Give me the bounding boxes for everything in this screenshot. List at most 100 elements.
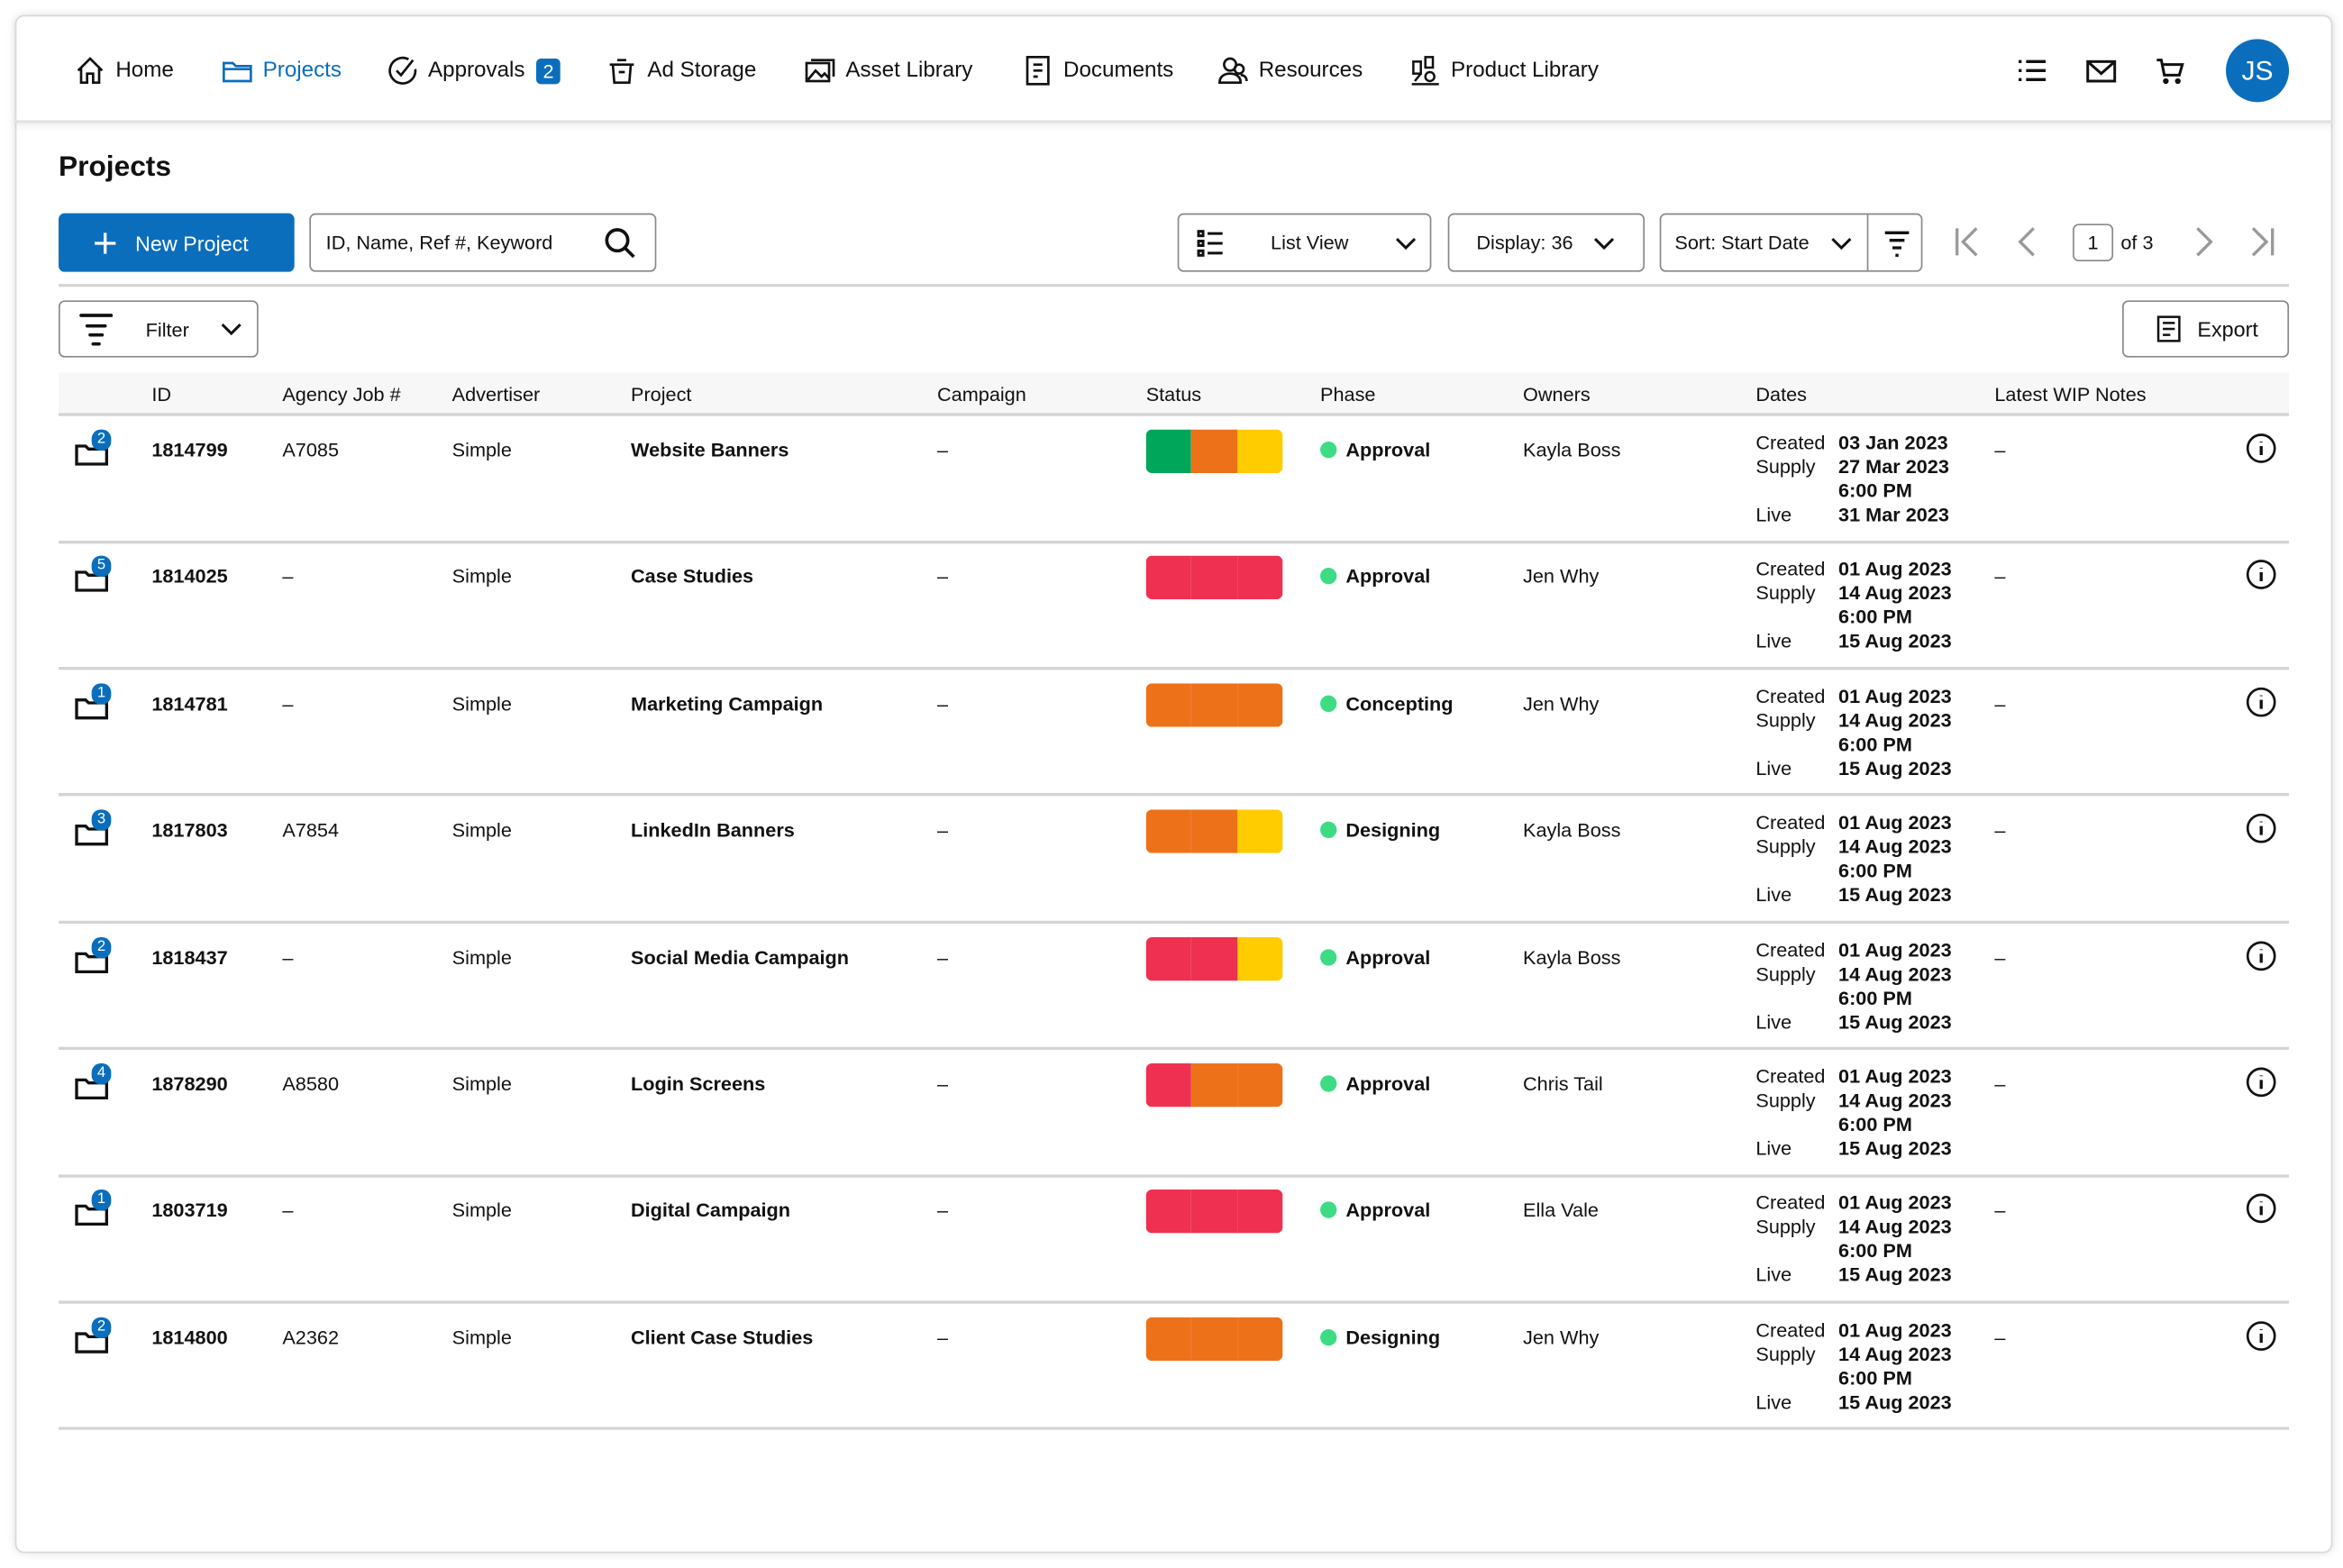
col-phase[interactable]: Phase <box>1320 383 1376 406</box>
phase: Approval <box>1320 1199 1430 1222</box>
export-button[interactable]: Export <box>2122 300 2290 358</box>
project-name[interactable]: Marketing Campaign <box>631 692 824 716</box>
list-icon[interactable] <box>2017 56 2047 86</box>
nav-product-library[interactable]: Product Library <box>1410 54 1599 87</box>
project-id[interactable]: 1878290 <box>151 1072 228 1096</box>
project-id[interactable]: 1814799 <box>151 438 228 461</box>
col-dates[interactable]: Dates <box>1755 383 1807 406</box>
search-icon[interactable] <box>604 226 637 260</box>
info-icon[interactable] <box>2246 1066 2277 1098</box>
table-row[interactable]: 1 1803719 – Simple Digital Campaign – Ap… <box>59 1177 2290 1304</box>
date-label: Live <box>1755 629 1792 652</box>
first-page-icon[interactable] <box>1953 225 1983 259</box>
project-id[interactable]: 1814025 <box>151 565 228 588</box>
info-icon[interactable] <box>2246 813 2277 844</box>
table-row[interactable]: 2 1814800 A2362 Simple Client Case Studi… <box>59 1303 2290 1431</box>
phase-dot <box>1320 948 1337 966</box>
date-label: Live <box>1755 756 1792 779</box>
wip-notes: – <box>1994 945 2006 969</box>
project-name[interactable]: Social Media Campaign <box>631 945 850 969</box>
date-label: Live <box>1755 1263 1792 1287</box>
agency-job: – <box>282 945 294 969</box>
campaign: – <box>937 1326 949 1349</box>
advertiser: Simple <box>451 945 512 969</box>
nav-home[interactable]: Home <box>75 54 174 87</box>
project-name[interactable]: Website Banners <box>631 438 789 461</box>
folder-icon[interactable] <box>74 561 113 597</box>
table-row[interactable]: 1 1814781 – Simple Marketing Campaign – … <box>59 670 2290 797</box>
table-row[interactable]: 5 1814025 – Simple Case Studies – Approv… <box>59 542 2290 670</box>
phase-dot <box>1320 568 1337 585</box>
display-select[interactable]: Display: 36 <box>1447 213 1646 272</box>
project-id[interactable]: 1814800 <box>151 1326 228 1349</box>
project-id[interactable]: 1803719 <box>151 1199 228 1222</box>
nav-documents[interactable]: Documents <box>1023 54 1173 87</box>
info-icon[interactable] <box>2246 1193 2277 1225</box>
nav-projects[interactable]: Projects <box>223 54 342 87</box>
project-name[interactable]: LinkedIn Banners <box>631 818 795 842</box>
col-advertiser[interactable]: Advertiser <box>451 383 541 406</box>
mail-icon[interactable] <box>2086 56 2117 86</box>
table-row[interactable]: 4 1878290 A8580 Simple Login Screens – A… <box>59 1050 2290 1177</box>
prev-page-icon[interactable] <box>2012 225 2042 259</box>
col-id[interactable]: ID <box>151 383 172 406</box>
nav-resources[interactable]: Resources <box>1218 54 1363 87</box>
sort-select[interactable]: Sort: Start Date <box>1659 213 1923 272</box>
project-id[interactable]: 1817803 <box>151 818 228 842</box>
next-page-icon[interactable] <box>2188 225 2218 259</box>
info-icon[interactable] <box>2246 560 2277 591</box>
wip-notes: – <box>1994 818 2006 842</box>
campaign: – <box>937 565 949 588</box>
col-latest-wip-notes[interactable]: Latest WIP Notes <box>1994 383 2147 406</box>
new-project-button[interactable]: New Project <box>59 213 295 272</box>
supply-time: 6:00 PM <box>1838 1239 1912 1263</box>
project-id[interactable]: 1818437 <box>151 945 228 969</box>
nav-approvals[interactable]: Approvals 2 <box>387 54 561 87</box>
info-icon[interactable] <box>2246 940 2277 971</box>
agency-job: A7085 <box>282 438 339 461</box>
project-name[interactable]: Digital Campaign <box>631 1199 790 1222</box>
col-campaign[interactable]: Campaign <box>937 383 1026 406</box>
project-name[interactable]: Client Case Studies <box>631 1326 814 1349</box>
project-name[interactable]: Login Screens <box>631 1072 766 1096</box>
col-owners[interactable]: Owners <box>1523 383 1591 406</box>
search-input[interactable]: ID, Name, Ref #, Keyword <box>309 213 657 272</box>
status-segment <box>1191 683 1237 727</box>
date-label: Live <box>1755 1390 1792 1414</box>
project-id[interactable]: 1814781 <box>151 692 228 716</box>
check-circle-icon <box>388 56 417 85</box>
last-page-icon[interactable] <box>2247 225 2276 259</box>
live-date: 15 Aug 2023 <box>1838 756 1952 779</box>
info-icon[interactable] <box>2246 1320 2277 1352</box>
list-view-icon <box>1197 229 1223 257</box>
view-select[interactable]: List View <box>1177 213 1432 272</box>
folder-icon[interactable] <box>74 1195 113 1231</box>
owner: Jen Why <box>1523 1326 1600 1349</box>
sort-order-icon[interactable] <box>1883 229 1910 257</box>
phase-dot <box>1320 1328 1337 1346</box>
info-icon[interactable] <box>2246 433 2277 464</box>
chevron-down-icon <box>1395 237 1417 250</box>
page-number-input[interactable]: 1 <box>2073 223 2114 262</box>
col-agency-job[interactable]: Agency Job # <box>282 383 401 406</box>
col-status[interactable]: Status <box>1145 383 1202 406</box>
nav-asset-library[interactable]: Asset Library <box>805 54 972 87</box>
table-row[interactable]: 3 1817803 A7854 Simple LinkedIn Banners … <box>59 797 2290 924</box>
cart-icon[interactable] <box>2156 56 2185 86</box>
phase-label: Approval <box>1345 1199 1431 1222</box>
status-segment <box>1191 1317 1237 1361</box>
project-name[interactable]: Case Studies <box>631 565 754 588</box>
status-segment <box>1145 683 1192 727</box>
table-row[interactable]: 2 1818437 – Simple Social Media Campaign… <box>59 923 2290 1051</box>
col-project[interactable]: Project <box>631 383 692 406</box>
user-avatar[interactable]: JS <box>2226 39 2290 103</box>
live-date: 15 Aug 2023 <box>1838 883 1952 907</box>
info-icon[interactable] <box>2246 686 2277 717</box>
storage-icon <box>609 59 634 85</box>
wip-notes: – <box>1994 1072 2006 1096</box>
table-row[interactable]: 2 1814799 A7085 Simple Website Banners –… <box>59 416 2290 543</box>
filter-button[interactable]: Filter <box>59 300 259 358</box>
nav-ad-storage[interactable]: Ad Storage <box>606 54 756 87</box>
supply-time: 6:00 PM <box>1838 479 1912 502</box>
live-date: 15 Aug 2023 <box>1838 1390 1952 1414</box>
